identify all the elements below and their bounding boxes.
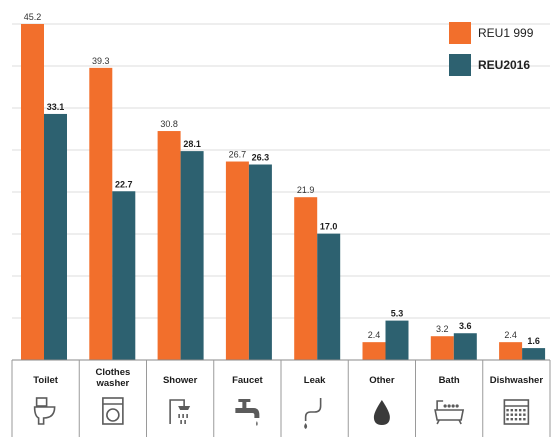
dishwasher-icon <box>503 399 530 425</box>
value-label: 39.3 <box>92 56 110 66</box>
bar-reu2016-2 <box>180 151 204 360</box>
bar-reu1999-1 <box>89 67 113 361</box>
legend-label: REU1 999 <box>478 26 534 40</box>
value-label: 1.6 <box>527 336 540 346</box>
legend-swatch <box>449 22 471 44</box>
value-label: 30.8 <box>160 119 178 129</box>
category-axis: Toilet Clothes washer Shower Faucet Leak Other… <box>11 359 551 437</box>
bars <box>21 24 546 361</box>
washing-machine-icon <box>102 397 124 425</box>
bar-reu1999-4 <box>294 197 318 360</box>
value-label: 17.0 <box>320 222 338 232</box>
faucet-icon <box>235 399 260 426</box>
category-label: Shower <box>163 375 198 386</box>
category-label: Bath <box>439 375 460 386</box>
bathtub-icon <box>434 400 465 425</box>
legend-label: REU2016 <box>478 58 530 72</box>
category-label: Clothes washer <box>95 367 130 389</box>
value-label: 26.7 <box>229 150 247 160</box>
value-label: 21.9 <box>297 185 315 195</box>
bar-reu2016-6 <box>453 333 477 360</box>
value-label: 2.4 <box>368 330 381 340</box>
bar-reu2016-5 <box>385 320 409 360</box>
water-drop-icon <box>373 400 390 425</box>
bar-reu2016-0 <box>44 113 67 360</box>
legend: REU1 999 REU2016 <box>449 22 534 76</box>
category-label: Leak <box>304 375 326 386</box>
value-label: 33.1 <box>47 102 65 112</box>
legend-swatch <box>449 54 471 76</box>
value-label: 5.3 <box>391 309 404 319</box>
bar-reu1999-0 <box>21 24 44 360</box>
toilet-icon <box>33 397 56 425</box>
value-labels: 45.2 33.1 39.3 22.7 30.8 28.1 26.7 26.3 21.9 17.0… <box>24 12 540 346</box>
value-label: 26.3 <box>252 152 270 162</box>
bar-reu1999-7 <box>499 342 523 360</box>
value-label: 22.7 <box>115 179 133 189</box>
bar-reu1999-2 <box>157 131 181 360</box>
value-label: 2.4 <box>504 330 517 340</box>
bar-reu2016-1 <box>112 191 136 360</box>
bar-reu2016-7 <box>522 348 546 360</box>
shower-icon <box>169 399 191 424</box>
bar-reu1999-5 <box>362 342 386 360</box>
category-label: Toilet <box>33 375 58 386</box>
value-label: 3.2 <box>436 324 449 334</box>
value-label: 45.2 <box>24 12 42 22</box>
bar-reu2016-4 <box>317 233 341 360</box>
bar-reu2016-3 <box>248 164 272 360</box>
category-label: Dishwasher <box>490 375 544 386</box>
value-label: 3.6 <box>459 321 472 331</box>
bar-reu1999-3 <box>225 161 249 360</box>
bar-reu1999-6 <box>430 336 454 360</box>
leak-pipe-icon <box>304 398 322 429</box>
category-label: Faucet <box>232 375 263 386</box>
category-label: Other <box>369 375 395 386</box>
value-label: 28.1 <box>183 139 201 149</box>
